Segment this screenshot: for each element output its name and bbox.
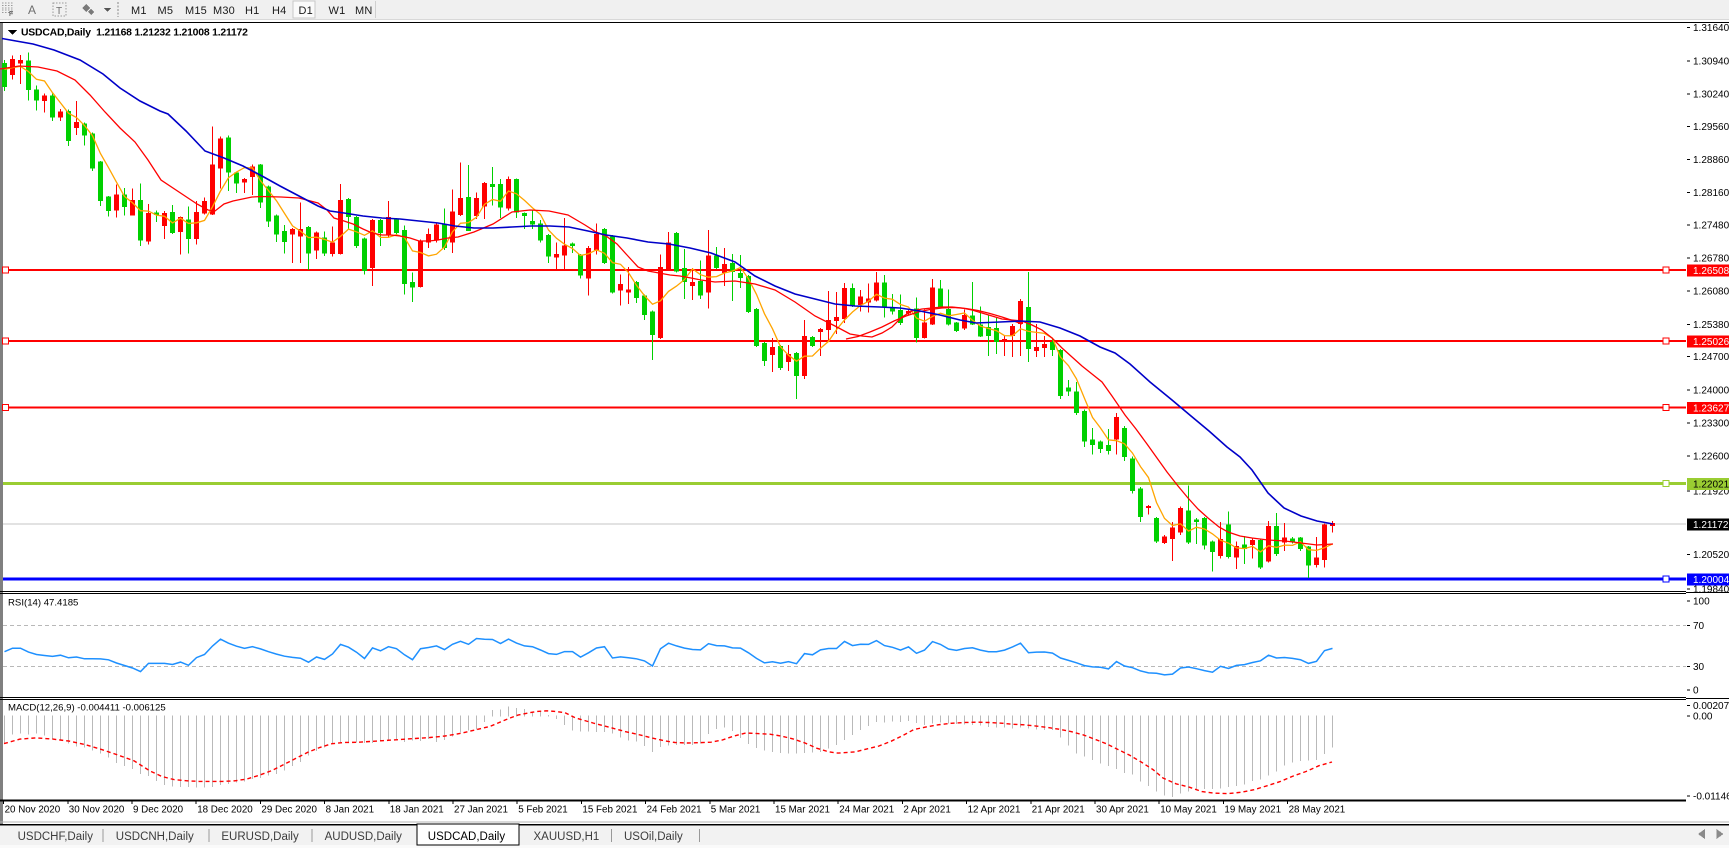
- svg-text:21 Apr 2021: 21 Apr 2021: [1032, 805, 1085, 816]
- svg-text:0.002074: 0.002074: [1693, 701, 1729, 712]
- svg-text:1.25026: 1.25026: [1693, 337, 1729, 348]
- svg-text:T: T: [56, 6, 62, 17]
- svg-text:2 Apr 2021: 2 Apr 2021: [903, 805, 950, 816]
- svg-text:F: F: [9, 11, 13, 18]
- svg-text:1.25380: 1.25380: [1693, 320, 1729, 331]
- svg-text:1.22600: 1.22600: [1693, 452, 1729, 463]
- svg-text:12 Apr 2021: 12 Apr 2021: [968, 805, 1021, 816]
- svg-text:USDCHF,Daily: USDCHF,Daily: [18, 831, 94, 843]
- svg-text:1.26080: 1.26080: [1693, 287, 1729, 298]
- svg-text:1.27480: 1.27480: [1693, 220, 1729, 231]
- svg-text:1.26508: 1.26508: [1693, 266, 1729, 277]
- svg-text:1.23627: 1.23627: [1693, 403, 1729, 414]
- svg-text:USDCAD,Daily 1.21168 1.21232: USDCAD,Daily 1.21168 1.21232 1.21008 1.2…: [21, 28, 248, 39]
- svg-text:D1: D1: [299, 5, 313, 17]
- svg-text:5 Feb 2021: 5 Feb 2021: [518, 805, 568, 816]
- svg-text:30 Apr 2021: 30 Apr 2021: [1096, 805, 1149, 816]
- svg-text:1.21920: 1.21920: [1693, 487, 1729, 498]
- svg-text:9 Dec 2020: 9 Dec 2020: [133, 805, 184, 816]
- svg-text:1.23300: 1.23300: [1693, 419, 1729, 430]
- svg-text:1.24000: 1.24000: [1693, 385, 1729, 396]
- svg-text:0.00: 0.00: [1693, 712, 1713, 723]
- svg-text:1.20520: 1.20520: [1693, 550, 1729, 561]
- svg-text:1.28160: 1.28160: [1693, 188, 1729, 199]
- svg-text:15 Feb 2021: 15 Feb 2021: [582, 805, 637, 816]
- svg-text:18 Dec 2020: 18 Dec 2020: [197, 805, 253, 816]
- svg-text:A: A: [28, 3, 36, 17]
- svg-text:29 Dec 2020: 29 Dec 2020: [261, 805, 317, 816]
- svg-text:EURUSD,Daily: EURUSD,Daily: [221, 831, 299, 843]
- svg-text:1.20004: 1.20004: [1693, 575, 1729, 586]
- svg-text:1.26780: 1.26780: [1693, 254, 1729, 265]
- svg-text:1.29560: 1.29560: [1693, 122, 1729, 133]
- svg-text:24 Feb 2021: 24 Feb 2021: [647, 805, 702, 816]
- svg-text:1.19840: 1.19840: [1693, 584, 1729, 595]
- svg-text:1.30240: 1.30240: [1693, 90, 1729, 101]
- svg-text:H4: H4: [272, 5, 286, 17]
- svg-text:1.30940: 1.30940: [1693, 56, 1729, 67]
- svg-text:70: 70: [1693, 621, 1705, 632]
- svg-text:19 May 2021: 19 May 2021: [1224, 805, 1281, 816]
- svg-text:100: 100: [1693, 597, 1710, 608]
- svg-text:USDCAD,Daily: USDCAD,Daily: [428, 831, 506, 843]
- svg-text:30 Nov 2020: 30 Nov 2020: [69, 805, 125, 816]
- svg-text:AUDUSD,Daily: AUDUSD,Daily: [325, 831, 403, 843]
- svg-text:27 Jan 2021: 27 Jan 2021: [454, 805, 508, 816]
- svg-text:1.31640: 1.31640: [1693, 23, 1729, 34]
- svg-text:USOil,Daily: USOil,Daily: [624, 831, 683, 843]
- svg-text:MN: MN: [355, 5, 373, 17]
- svg-text:M15: M15: [185, 5, 207, 17]
- svg-text:1.24700: 1.24700: [1693, 352, 1729, 363]
- svg-text:24 Mar 2021: 24 Mar 2021: [839, 805, 894, 816]
- svg-text:1.22021: 1.22021: [1693, 479, 1729, 490]
- svg-text:-0.011462: -0.011462: [1693, 792, 1729, 803]
- svg-text:M5: M5: [158, 5, 174, 17]
- svg-text:28 May 2021: 28 May 2021: [1289, 805, 1346, 816]
- svg-text:30: 30: [1693, 662, 1705, 673]
- svg-text:W1: W1: [329, 5, 346, 17]
- svg-text:10 May 2021: 10 May 2021: [1160, 805, 1217, 816]
- svg-text:20 Nov 2020: 20 Nov 2020: [5, 805, 61, 816]
- svg-text:MACD(12,26,9) -0.004411 -0.006: MACD(12,26,9) -0.004411 -0.006125: [8, 703, 166, 714]
- svg-text:15 Mar 2021: 15 Mar 2021: [775, 805, 830, 816]
- svg-text:1.28860: 1.28860: [1693, 155, 1729, 166]
- svg-text:USDCNH,Daily: USDCNH,Daily: [116, 831, 194, 843]
- svg-text:5 Mar 2021: 5 Mar 2021: [711, 805, 761, 816]
- svg-text:M30: M30: [213, 5, 235, 17]
- svg-text:18 Jan 2021: 18 Jan 2021: [390, 805, 444, 816]
- svg-text:0: 0: [1693, 686, 1699, 697]
- svg-text:RSI(14) 47.4185: RSI(14) 47.4185: [8, 598, 78, 609]
- svg-text:8 Jan 2021: 8 Jan 2021: [326, 805, 374, 816]
- svg-text:1.21172: 1.21172: [1693, 520, 1729, 531]
- svg-text:XAUUSD,H1: XAUUSD,H1: [534, 831, 600, 843]
- svg-text:M1: M1: [131, 5, 147, 17]
- svg-text:H1: H1: [245, 5, 259, 17]
